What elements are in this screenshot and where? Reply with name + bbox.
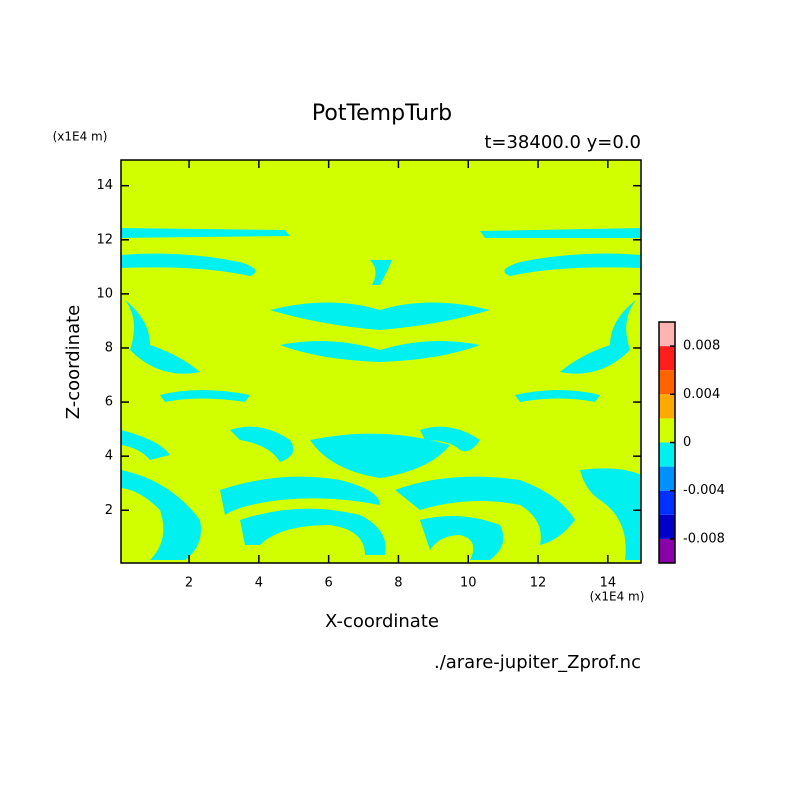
contour-region: [504, 253, 641, 276]
y-unit: (x1E4 m): [53, 130, 108, 144]
contour-region: [270, 302, 490, 330]
contour-region: [121, 470, 201, 560]
colorbar-segment: [659, 442, 675, 467]
colorbar-segment: [659, 346, 675, 371]
y-axis-label: Z-coordinate: [63, 305, 84, 420]
x-tick-label: 14: [600, 576, 617, 591]
contour-region: [240, 508, 386, 555]
chart-subtitle: t=38400.0 y=0.0: [484, 132, 641, 153]
contour-region: [370, 260, 392, 285]
colorbar-tick-label: 0.008: [683, 339, 720, 354]
x-tick-label: 12: [530, 576, 547, 591]
x-tick-label: 10: [460, 576, 477, 591]
contour-region: [560, 300, 636, 374]
colorbar-segment: [659, 466, 675, 491]
colorbar-tick-label: -0.008: [683, 531, 725, 546]
contour-region: [480, 228, 641, 238]
contour-region: [121, 253, 256, 276]
colorbar-segment: [659, 322, 675, 347]
y-tick-label: 2: [105, 503, 113, 518]
y-tick-label: 8: [105, 340, 113, 355]
y-tick-label: 4: [105, 449, 113, 464]
colorbar-segment: [659, 394, 675, 419]
colorbar-segment: [659, 418, 675, 443]
x-tick-label: 4: [255, 576, 263, 591]
contour-regions: [121, 228, 641, 560]
y-tick-label: 12: [96, 232, 113, 247]
contour-region: [125, 300, 200, 374]
colorbar-segment: [659, 490, 675, 515]
contour-region: [310, 433, 450, 478]
contour-region: [420, 426, 480, 452]
contour-region: [280, 341, 480, 362]
contour-region: [395, 476, 575, 545]
y-tick-label: 6: [105, 395, 113, 410]
file-label: ./arare-jupiter_Zprof.nc: [434, 652, 641, 673]
y-tick-label: 14: [96, 178, 113, 193]
y-tick-label: 10: [96, 286, 113, 301]
colorbar-tick-label: 0: [683, 435, 691, 450]
colorbar-segment: [659, 370, 675, 395]
contour-region: [160, 390, 250, 402]
contour-region: [121, 228, 290, 238]
contour-region: [230, 426, 294, 462]
colorbar-tick-label: -0.004: [683, 483, 725, 498]
contour-region: [121, 430, 170, 460]
x-tick-label: 8: [394, 576, 402, 591]
colorbar-segment: [659, 514, 675, 539]
contour-region: [580, 468, 641, 560]
contour-region: [420, 516, 504, 560]
colorbar-tick-label: 0.004: [683, 387, 720, 402]
x-unit: (x1E4 m): [590, 590, 645, 604]
x-axis-label: X-coordinate: [325, 611, 439, 632]
chart-title: PotTempTurb: [312, 101, 452, 126]
contour-region: [515, 390, 600, 402]
x-tick-label: 2: [185, 576, 193, 591]
x-tick-label: 6: [325, 576, 333, 591]
plot-frame: [120, 159, 642, 564]
colorbar-segment: [659, 538, 675, 563]
contour-region: [220, 476, 380, 515]
